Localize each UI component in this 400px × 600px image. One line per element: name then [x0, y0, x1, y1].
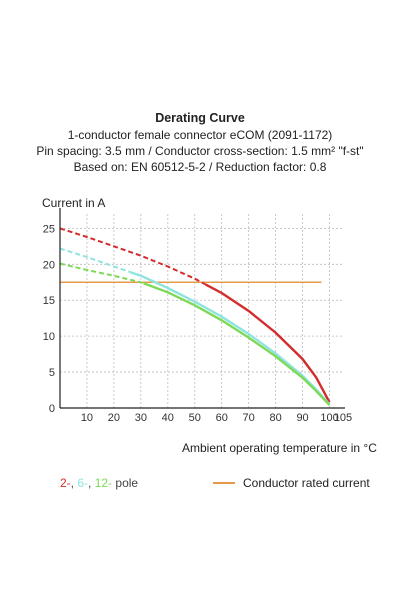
series-2-dashed-curve: [59, 262, 144, 285]
series-0-solid-curve: [204, 283, 331, 403]
x-tick-label-105: 105: [334, 412, 352, 424]
pole-legend-part-0: 2-: [60, 476, 71, 490]
x-tick-label-80: 80: [269, 412, 281, 424]
y-tick-label-25: 25: [43, 223, 55, 235]
x-tick-label-90: 90: [296, 412, 308, 424]
chart-subtitle-product: 1-conductor female connector eCOM (2091-…: [67, 128, 333, 142]
pole-legend-part-1: ,: [70, 476, 75, 490]
x-axis-label: Ambient operating temperature in °C: [182, 441, 377, 455]
pole-legend-part-3: ,: [88, 476, 92, 490]
rated-current-label: Conductor rated current: [243, 476, 370, 490]
y-tick-label-0: 0: [49, 403, 55, 415]
chart-subtitle-pin-spacing: Pin spacing: 3.5 mm / Conductor cross-se…: [36, 144, 364, 158]
y-axis-label: Current in A: [42, 196, 106, 210]
pole-legend-part-2: 6-: [74, 476, 89, 490]
rated-current-legend: Conductor rated current: [213, 476, 370, 490]
series-1-dashed-curve: [59, 247, 131, 274]
pole-legend-part-5: pole: [112, 476, 139, 490]
x-tick-label-20: 20: [108, 412, 120, 424]
series-0-dashed-curve: [59, 227, 206, 286]
chart-title: Derating Curve: [155, 111, 245, 125]
rated-current-swatch: [213, 482, 235, 484]
x-tick-label-70: 70: [243, 412, 255, 424]
x-tick-label-60: 60: [216, 412, 228, 424]
x-tick-label-50: 50: [189, 412, 201, 424]
y-tick-label-10: 10: [43, 331, 55, 343]
y-tick-label-15: 15: [43, 295, 55, 307]
y-tick-label-5: 5: [49, 367, 55, 379]
chart-subtitle-standard: Based on: EN 60512-5-2 / Reduction facto…: [73, 160, 327, 174]
pole-legend: 2-, 6-, 12- pole: [60, 476, 138, 490]
x-tick-label-100: 100: [320, 412, 338, 424]
x-tick-label-30: 30: [135, 412, 147, 424]
series-2-solid-curve: [143, 282, 331, 406]
axes: [59, 208, 345, 409]
series-curves: [59, 227, 331, 406]
y-tick-label-20: 20: [43, 259, 55, 271]
series-1-solid-curve: [129, 270, 331, 406]
pole-legend-part-4: 12-: [91, 476, 113, 490]
grid-lines: [60, 214, 343, 408]
x-tick-label-40: 40: [162, 412, 174, 424]
x-tick-label-10: 10: [81, 412, 93, 424]
